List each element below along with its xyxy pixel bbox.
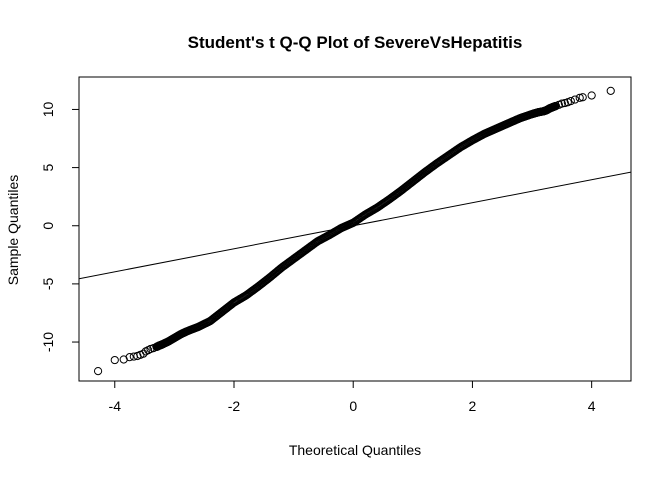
x-axis-label: Theoretical Quantiles	[289, 442, 421, 458]
data-point	[606, 86, 615, 95]
y-tick-label: 5	[40, 163, 56, 171]
plot-frame	[78, 76, 632, 382]
x-tick-label: -2	[228, 398, 241, 414]
data-point	[578, 93, 587, 102]
data-point	[570, 95, 580, 104]
y-tick-label: 10	[40, 101, 56, 117]
y-tick-label: -5	[40, 277, 56, 290]
data-point	[575, 93, 584, 102]
x-tick-label: 0	[349, 398, 357, 414]
data-point	[557, 99, 566, 108]
data-point	[93, 367, 103, 376]
data-point	[566, 96, 575, 106]
y-tick-label: 0	[40, 222, 56, 230]
y-tick-label: -10	[40, 332, 56, 352]
chart-title: Student's t Q-Q Plot of SevereVsHepatiti…	[188, 33, 523, 52]
y-axis: -10 -5 0 5 10	[40, 101, 80, 352]
data-point	[587, 91, 596, 100]
x-tick-label: -4	[109, 398, 122, 414]
data-point	[125, 353, 134, 362]
x-tick-label: 4	[588, 398, 596, 414]
x-axis: -4 -2 0 2 4	[109, 380, 596, 414]
x-tick-label: 2	[469, 398, 477, 414]
y-axis-label: Sample Quantiles	[5, 175, 21, 286]
points-layer	[93, 86, 615, 376]
data-point	[110, 355, 119, 365]
